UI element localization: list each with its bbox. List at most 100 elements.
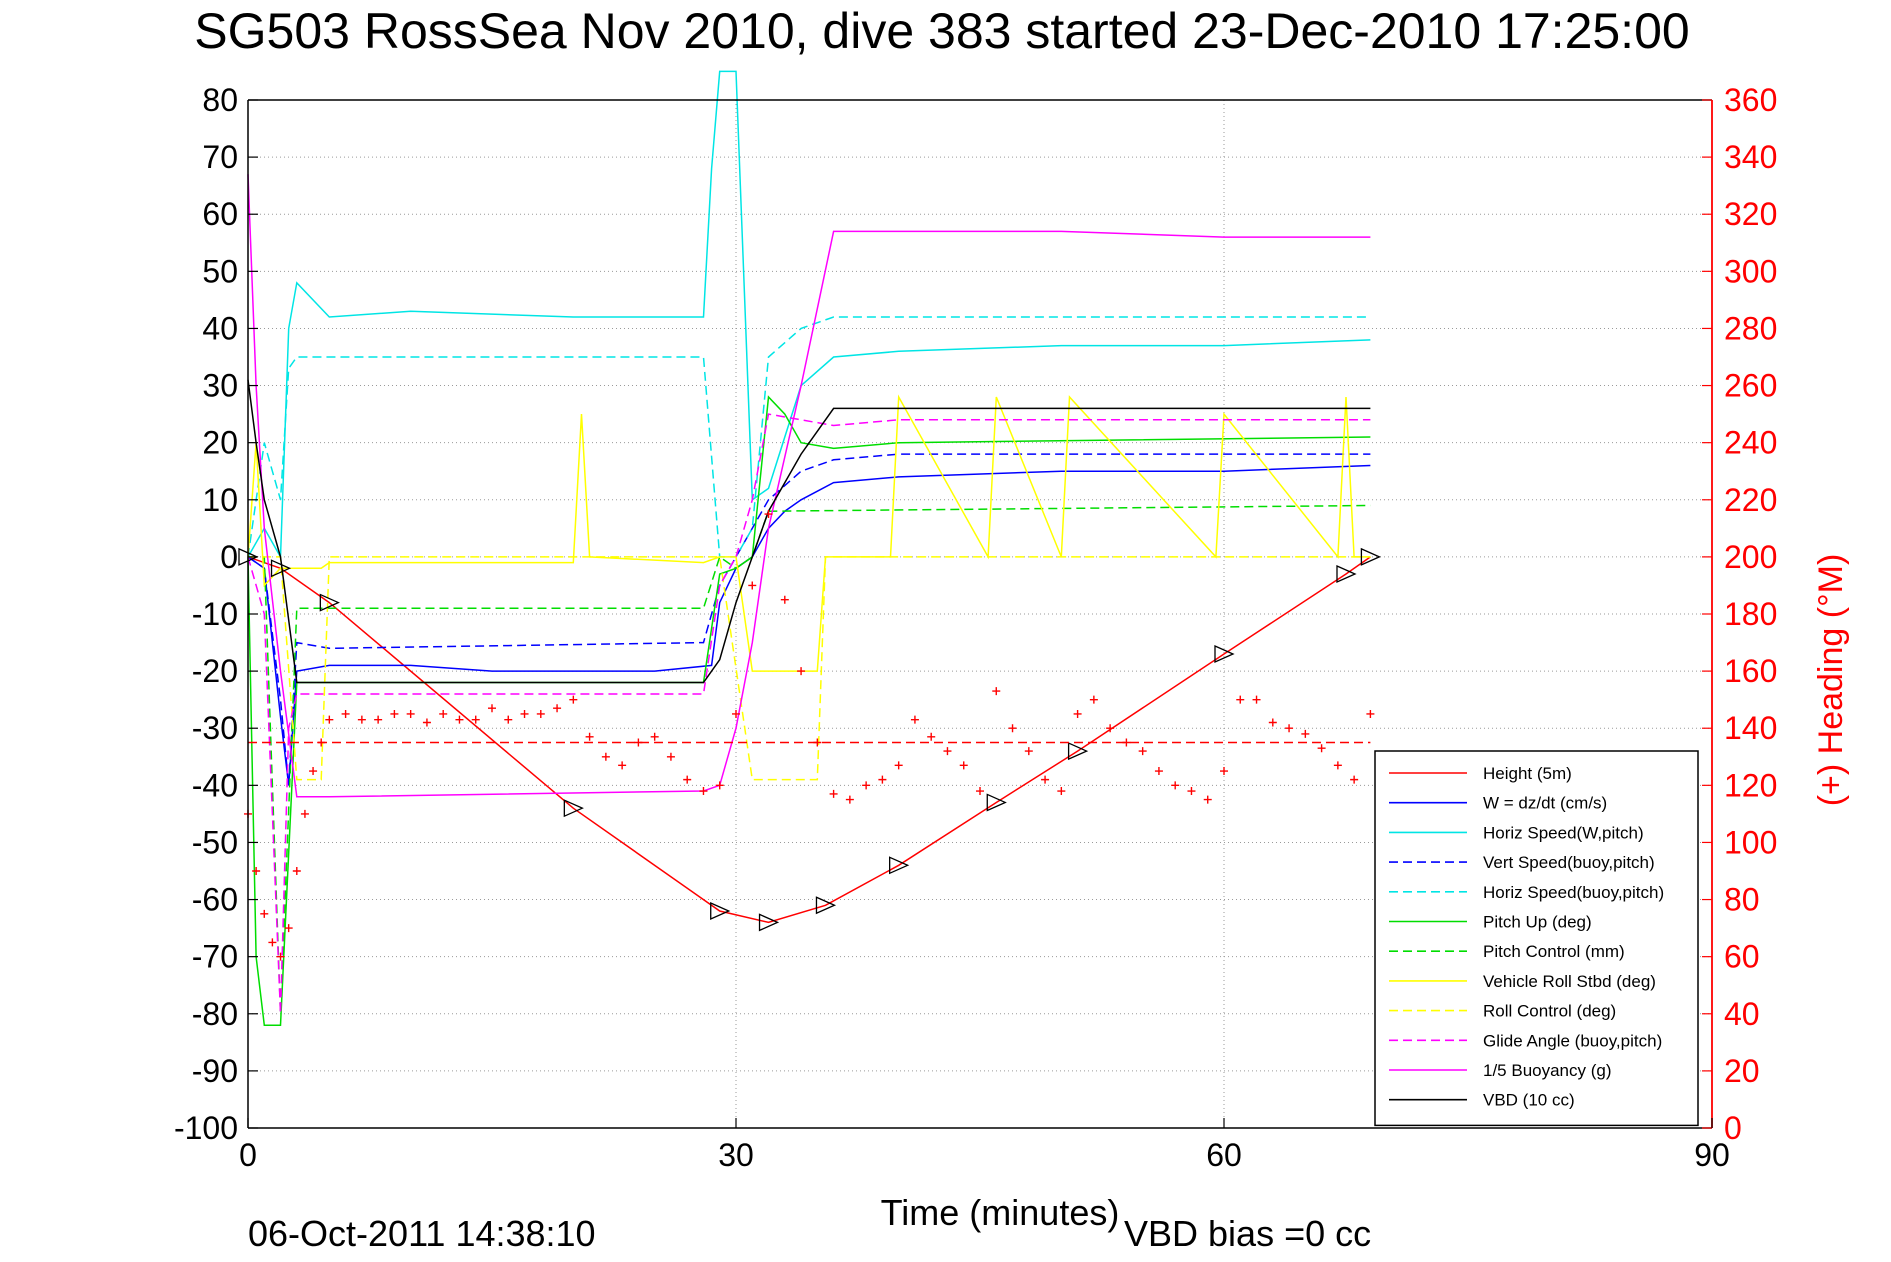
series-line-7: [248, 504, 1371, 1014]
legend: Height (5m) W = dz/dt (cm/s) Horiz Speed(W…: [1374, 750, 1699, 1127]
series-line-1: [247, 556, 1371, 924]
heading-point: [1089, 695, 1098, 704]
right-tick-label: 60: [1724, 939, 1760, 975]
heading-point: [439, 709, 448, 718]
x-tick-label: 30: [718, 1137, 754, 1173]
legend-label-9: Roll Control (deg): [1483, 1002, 1616, 1021]
series-line-12: [247, 379, 1371, 684]
left-tick-label: -10: [192, 596, 238, 632]
heading-point: [325, 715, 334, 724]
heading-point: [1317, 744, 1326, 753]
heading-point: [1024, 747, 1033, 756]
heading-point: [1252, 695, 1261, 704]
heading-point: [1366, 709, 1375, 718]
heading-point: [1154, 767, 1163, 776]
left-tick-label: -60: [192, 882, 238, 918]
left-tick-label: -100: [174, 1110, 238, 1146]
heading-point: [585, 732, 594, 741]
heading-point: [1171, 781, 1180, 790]
heading-point: [390, 709, 399, 718]
left-tick-label: -90: [192, 1053, 238, 1089]
heading-point: [797, 667, 806, 676]
heading-point: [260, 909, 269, 918]
heading-point: [699, 787, 708, 796]
right-tick-label: 120: [1724, 767, 1777, 803]
heading-point: [374, 715, 383, 724]
right-tick-label: 0: [1724, 1110, 1742, 1146]
heading-point: [1057, 787, 1066, 796]
heading-point: [601, 752, 610, 761]
heading-point: [650, 732, 659, 741]
right-tick-label: 180: [1724, 596, 1777, 632]
legend-label-5: Horiz Speed(buoy,pitch): [1483, 883, 1664, 902]
right-tick-label: 300: [1724, 253, 1777, 289]
right-tick-label: 240: [1724, 425, 1777, 461]
left-tick-label: 40: [202, 310, 238, 346]
heading-point: [1268, 718, 1277, 727]
heading-point: [634, 738, 643, 747]
heading-point: [536, 709, 545, 718]
left-tick-label: 20: [202, 425, 238, 461]
heading-point: [618, 761, 627, 770]
height-marker: [270, 559, 292, 578]
heading-point: [455, 715, 464, 724]
height-marker: [563, 799, 584, 818]
heading-point: [341, 709, 350, 718]
right-tick-label: 140: [1724, 710, 1777, 746]
heading-point: [992, 687, 1001, 696]
heading-point: [406, 709, 415, 718]
left-tick-label: -80: [192, 996, 238, 1032]
right-tick-label: 20: [1724, 1053, 1760, 1089]
heading-point: [1106, 724, 1115, 733]
heading-point: [959, 761, 968, 770]
heading-point: [504, 715, 513, 724]
heading-point: [1187, 787, 1196, 796]
right-tick-label: 220: [1724, 482, 1777, 518]
heading-point: [943, 747, 952, 756]
height-marker: [758, 913, 780, 932]
heading-point: [845, 795, 854, 804]
x-tick-label: 90: [1694, 1137, 1730, 1173]
right-axis-label: (+) Heading (°M): [1812, 554, 1850, 807]
series-line-11: [247, 174, 1371, 798]
heading-point: [894, 761, 903, 770]
heading-point: [1301, 729, 1310, 738]
heading-point: [1138, 747, 1147, 756]
heading-point: [813, 738, 822, 747]
heading-point: [1122, 738, 1131, 747]
right-tick-label: 100: [1724, 824, 1777, 860]
legend-label-11: 1/5 Buoyancy (g): [1483, 1061, 1612, 1080]
right-tick-label: 160: [1724, 653, 1777, 689]
heading-point: [309, 767, 318, 776]
heading-point: [748, 581, 757, 590]
height-marker: [1336, 565, 1357, 584]
footer-vbd-bias: VBD bias =0 cc: [1124, 1213, 1371, 1254]
heading-point: [1041, 775, 1050, 784]
heading-point: [862, 781, 871, 790]
legend-label-10: Glide Angle (buoy,pitch): [1483, 1031, 1662, 1050]
left-tick-label: 50: [202, 253, 238, 289]
right-tick-label: 280: [1724, 310, 1777, 346]
left-tick-label: 80: [202, 82, 238, 118]
heading-point: [1333, 761, 1342, 770]
left-tick-label: -30: [192, 710, 238, 746]
heading-point: [317, 738, 326, 747]
series-line-3: [247, 70, 1371, 560]
heading-point: [1236, 695, 1245, 704]
left-tick-label: 0: [220, 539, 238, 575]
chart-title: SG503 RossSea Nov 2010, dive 383 started…: [194, 3, 1689, 59]
heading-point: [1350, 775, 1359, 784]
series-line-8: [247, 394, 1371, 672]
left-tick-label: -70: [192, 939, 238, 975]
legend-label-2: W = dz/dt (cm/s): [1483, 794, 1607, 813]
heading-point: [284, 924, 293, 933]
height-marker: [889, 856, 910, 875]
heading-point: [569, 695, 578, 704]
height-marker: [1360, 547, 1382, 566]
left-tick-label: -40: [192, 767, 238, 803]
height-marker: [986, 793, 1007, 812]
height-marker: [1067, 742, 1089, 761]
heading-point: [910, 715, 919, 724]
right-tick-label: 200: [1724, 539, 1777, 575]
